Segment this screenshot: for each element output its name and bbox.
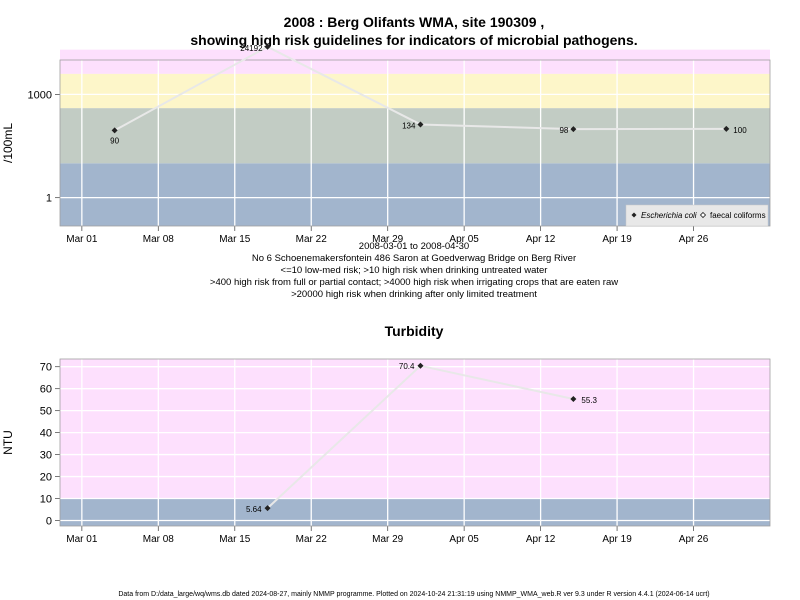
y-axis-label: /100mL [1, 123, 15, 163]
y-tick-label: 40 [40, 428, 52, 440]
x-tick-label: Mar 01 [66, 234, 98, 245]
x-tick-label: Mar 22 [296, 534, 328, 545]
risk-band [60, 498, 770, 526]
x-tick-label: Apr 19 [602, 234, 632, 245]
x-tick-label: Apr 05 [449, 534, 479, 545]
chart1-legend: Escherichia coli faecal coliforms [625, 204, 769, 227]
data-point-marker [570, 395, 577, 402]
risk-band [60, 359, 770, 499]
chart1-note-risk1: <=10 low-med risk; >10 high risk when dr… [281, 265, 548, 276]
data-label: 24192 [240, 44, 263, 53]
chart1-title: 2008 : Berg Olifants WMA, site 190309 , [284, 14, 545, 30]
x-tick-label: Mar 15 [219, 534, 251, 545]
data-point-marker [417, 121, 424, 128]
plot-frame [59, 358, 771, 527]
y-tick-label: 10 [40, 494, 52, 506]
data-point-marker [264, 505, 271, 512]
chart1-note-daterange: 2008-03-01 to 2008-04-30 [359, 241, 469, 252]
y-tick-label: 20 [40, 472, 52, 484]
risk-band [60, 73, 770, 109]
chart1-note-risk3: >20000 high risk when drinking after onl… [291, 289, 537, 300]
x-tick-label: Apr 26 [679, 234, 709, 245]
data-label: 55.3 [581, 396, 597, 405]
legend-box [625, 204, 769, 227]
data-label: 70.4 [399, 362, 415, 371]
y-tick-label: 1 [46, 193, 52, 205]
risk-band [60, 108, 770, 164]
legend-faecal-marker [699, 211, 707, 219]
x-tick-label: Mar 08 [143, 534, 175, 545]
footer-source: Data from D:/data_large/wq/wms.db dated … [118, 591, 709, 598]
legend-faecal-label: faecal coliforms [710, 211, 766, 220]
x-tick-label: Mar 29 [372, 534, 404, 545]
plot-frame [59, 59, 771, 227]
chart1-note-site: No 6 Schoenemakersfontein 486 Saron at G… [252, 253, 576, 264]
data-label: 98 [559, 126, 568, 135]
legend-ecoli-label: Escherichia coli [641, 211, 697, 220]
chart1-subtitle: showing high risk guidelines for indicat… [190, 32, 637, 48]
x-tick-label: Apr 05 [449, 234, 479, 245]
chart1-note-risk2: >400 high risk from full or partial cont… [210, 277, 618, 288]
data-label: 100 [733, 126, 747, 135]
y-tick-label: 30 [40, 450, 52, 462]
data-label: 134 [402, 121, 416, 130]
y-tick-label: 50 [40, 406, 52, 418]
x-tick-label: Apr 12 [526, 234, 556, 245]
data-point-marker [417, 362, 424, 369]
data-point-marker [111, 127, 118, 134]
x-tick-label: Mar 08 [143, 234, 175, 245]
legend-ecoli-marker [631, 212, 637, 218]
x-tick-label: Mar 29 [372, 234, 404, 245]
chart2-title: Turbidity [385, 323, 444, 339]
y-tick-label: 70 [40, 362, 52, 374]
x-tick-label: Mar 15 [219, 234, 251, 245]
x-tick-label: Apr 12 [526, 534, 556, 545]
y-axis-label: NTU [1, 430, 15, 455]
x-tick-label: Mar 22 [296, 234, 328, 245]
x-tick-label: Mar 01 [66, 534, 98, 545]
y-tick-label: 1000 [28, 89, 52, 101]
risk-band-contact [60, 49, 770, 74]
data-point-marker [723, 125, 730, 132]
data-label: 90 [110, 136, 119, 145]
data-point-marker [570, 126, 577, 133]
chart2-plot-area: Mar 01 Mar 08 Mar 15 Mar 22 Mar 29 Apr 05 Apr … [1, 358, 771, 545]
data-point-marker [264, 43, 271, 50]
data-label: 5.64 [246, 505, 262, 514]
x-tick-label: Apr 19 [602, 534, 632, 545]
x-tick-label: Apr 26 [679, 534, 709, 545]
y-tick-label: 0 [46, 516, 52, 528]
y-tick-label: 60 [40, 384, 52, 396]
